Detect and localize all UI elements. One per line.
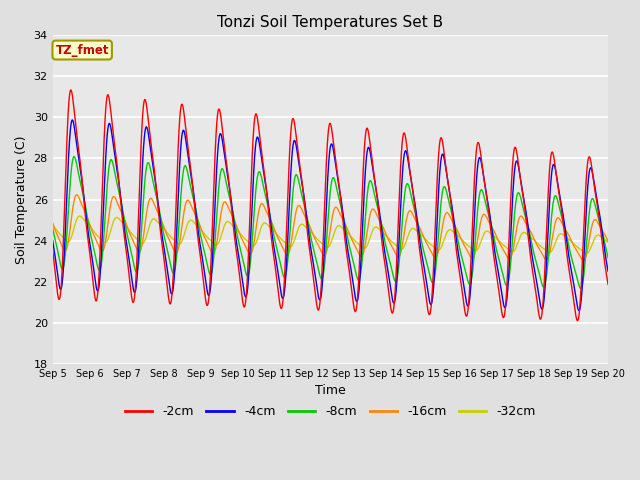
Y-axis label: Soil Temperature (C): Soil Temperature (C) (15, 135, 28, 264)
-8cm (604, 255, 612, 261)
-8cm (84, 217, 92, 223)
-4cm (221, 159, 229, 165)
-4cm (115, 180, 123, 185)
-8cm (116, 192, 124, 197)
-16cm (73, 192, 81, 198)
-8cm (49, 226, 56, 231)
-8cm (433, 258, 440, 264)
-2cm (573, 318, 581, 324)
-2cm (433, 192, 440, 198)
Line: -8cm: -8cm (52, 156, 608, 288)
-32cm (84, 221, 92, 227)
-8cm (115, 188, 123, 194)
-2cm (49, 248, 56, 253)
-32cm (76, 213, 83, 219)
Line: -16cm: -16cm (52, 195, 608, 261)
-16cm (84, 216, 92, 222)
-16cm (478, 215, 486, 221)
-2cm (604, 282, 612, 288)
-16cm (433, 254, 440, 260)
-2cm (67, 87, 75, 93)
Legend: -2cm, -4cm, -8cm, -16cm, -32cm: -2cm, -4cm, -8cm, -16cm, -32cm (120, 400, 541, 423)
-4cm (478, 162, 486, 168)
-32cm (116, 216, 124, 222)
-4cm (49, 238, 56, 243)
-32cm (582, 251, 590, 256)
-2cm (116, 186, 124, 192)
-4cm (604, 268, 612, 274)
Title: Tonzi Soil Temperatures Set B: Tonzi Soil Temperatures Set B (218, 15, 444, 30)
-4cm (433, 231, 440, 237)
-2cm (478, 159, 486, 165)
-16cm (115, 204, 123, 209)
-4cm (575, 308, 583, 313)
-2cm (115, 179, 123, 184)
-16cm (221, 199, 229, 205)
Text: TZ_fmet: TZ_fmet (56, 44, 109, 57)
-16cm (116, 205, 124, 211)
-8cm (577, 286, 584, 291)
Line: -32cm: -32cm (52, 216, 608, 253)
-4cm (68, 117, 76, 123)
-32cm (49, 222, 56, 228)
-2cm (221, 153, 229, 158)
-32cm (478, 236, 486, 242)
X-axis label: Time: Time (315, 384, 346, 397)
-16cm (604, 239, 612, 244)
-2cm (84, 235, 92, 241)
-4cm (116, 185, 124, 191)
-4cm (84, 227, 92, 233)
Line: -2cm: -2cm (52, 90, 608, 321)
-16cm (580, 258, 588, 264)
-8cm (221, 176, 229, 182)
-32cm (433, 246, 440, 252)
-32cm (221, 220, 229, 226)
-16cm (49, 220, 56, 226)
Line: -4cm: -4cm (52, 120, 608, 311)
-8cm (478, 187, 486, 192)
-8cm (70, 154, 78, 159)
-32cm (604, 240, 612, 245)
-32cm (115, 216, 123, 222)
